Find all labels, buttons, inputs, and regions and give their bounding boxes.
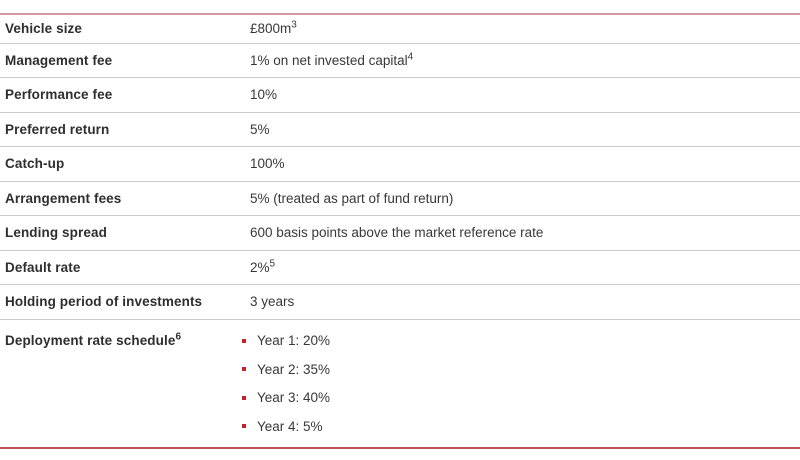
label-footnote-sup: 6 bbox=[175, 331, 182, 342]
row-label-text: Vehicle size bbox=[5, 21, 82, 37]
row-value: 3 years bbox=[250, 294, 800, 309]
list-item-text: Year 1: 20% bbox=[257, 333, 331, 349]
list-item: Year 2: 35% bbox=[242, 355, 800, 384]
row-label: Default rate bbox=[0, 260, 250, 275]
table-row-preferred-return: Preferred return 5% bbox=[0, 113, 800, 147]
row-label-text: Holding period of investments bbox=[5, 294, 203, 310]
table-row-vehicle-size: Vehicle size £800m3 bbox=[0, 15, 800, 44]
row-value: Year 1: 20% Year 2: 35% Year 3: 40% Year… bbox=[242, 320, 800, 447]
row-value: £800m3 bbox=[250, 19, 800, 37]
row-label: Lending spread bbox=[0, 225, 250, 240]
bullet-square-icon bbox=[242, 395, 246, 400]
row-value: 5% bbox=[250, 122, 800, 137]
row-label: Vehicle size bbox=[0, 21, 250, 36]
row-value: 600 basis points above the market refere… bbox=[250, 225, 800, 240]
row-label-text: Catch-up bbox=[5, 156, 65, 172]
list-item-text: Year 4: 5% bbox=[257, 418, 323, 434]
bullet-square-icon bbox=[242, 424, 246, 429]
table-row-holding-period: Holding period of investments 3 years bbox=[0, 285, 800, 320]
row-label-text: Management fee bbox=[5, 52, 113, 68]
row-value-text: 600 basis points above the market refere… bbox=[250, 225, 544, 241]
list-item: Year 4: 5% bbox=[242, 412, 800, 441]
deployment-schedule-list: Year 1: 20% Year 2: 35% Year 3: 40% Year… bbox=[242, 320, 800, 447]
bullet-square-icon bbox=[242, 338, 246, 343]
row-label-text: Deployment rate schedule bbox=[5, 332, 176, 348]
row-value-text: 1% on net invested capital bbox=[250, 52, 408, 68]
table-row-default-rate: Default rate 2%5 bbox=[0, 251, 800, 285]
table-row-arrangement-fees: Arrangement fees 5% (treated as part of … bbox=[0, 182, 800, 216]
row-label-text: Arrangement fees bbox=[5, 190, 122, 206]
row-value-text: 10% bbox=[250, 87, 278, 103]
bullet-square-icon bbox=[242, 367, 246, 372]
row-value: 100% bbox=[250, 156, 800, 171]
row-value-text: 5% bbox=[250, 121, 270, 137]
table-row-deployment-rate-schedule: Deployment rate schedule6 Year 1: 20% Ye… bbox=[0, 320, 800, 447]
value-footnote-sup: 5 bbox=[269, 258, 276, 270]
list-item-text: Year 2: 35% bbox=[257, 361, 331, 377]
row-value: 10% bbox=[250, 87, 800, 102]
row-value-text: £800m bbox=[250, 21, 292, 37]
row-value-text: 2% bbox=[250, 259, 270, 275]
row-label-text: Default rate bbox=[5, 259, 81, 275]
row-label: Deployment rate schedule6 bbox=[0, 320, 250, 348]
row-value: 5% (treated as part of fund return) bbox=[250, 191, 800, 206]
row-value-text: 5% (treated as part of fund return) bbox=[250, 190, 454, 206]
row-label: Arrangement fees bbox=[0, 191, 250, 206]
row-label: Catch-up bbox=[0, 156, 250, 171]
list-item: Year 1: 20% bbox=[242, 327, 800, 356]
value-footnote-sup: 3 bbox=[291, 19, 297, 31]
row-label: Holding period of investments bbox=[0, 294, 250, 309]
row-label: Preferred return bbox=[0, 122, 250, 137]
table-row-catch-up: Catch-up 100% bbox=[0, 147, 800, 182]
table-row-management-fee: Management fee 1% on net invested capita… bbox=[0, 44, 800, 78]
row-label: Management fee bbox=[0, 53, 250, 68]
fund-terms-table: Vehicle size £800m3 Management fee 1% on… bbox=[0, 13, 800, 449]
row-label-text: Preferred return bbox=[5, 121, 110, 137]
list-item: Year 3: 40% bbox=[242, 384, 800, 413]
row-value: 2%5 bbox=[250, 258, 800, 275]
value-footnote-sup: 4 bbox=[407, 51, 414, 63]
table-row-performance-fee: Performance fee 10% bbox=[0, 78, 800, 113]
row-value-text: 100% bbox=[250, 156, 285, 172]
list-item-text: Year 3: 40% bbox=[257, 390, 331, 406]
row-label: Performance fee bbox=[0, 87, 250, 102]
row-label-text: Performance fee bbox=[5, 87, 113, 103]
row-value-text: 3 years bbox=[250, 294, 295, 310]
row-label-text: Lending spread bbox=[5, 225, 107, 241]
table-row-lending-spread: Lending spread 600 basis points above th… bbox=[0, 216, 800, 251]
row-value: 1% on net invested capital4 bbox=[250, 51, 800, 68]
